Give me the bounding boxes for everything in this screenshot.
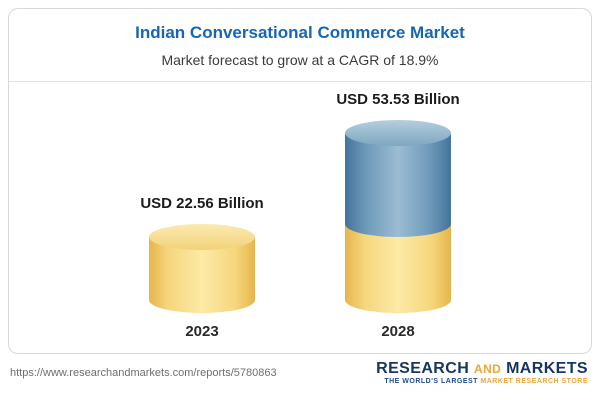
year-label-2023: 2023 bbox=[185, 323, 219, 340]
footer: https://www.researchandmarkets.com/repor… bbox=[0, 360, 600, 386]
divider bbox=[9, 81, 591, 82]
cylinder-top-face bbox=[345, 120, 451, 147]
bar-group-2023: USD 22.56 Billion 2023 bbox=[127, 195, 277, 340]
cylinder-top-face bbox=[149, 224, 255, 251]
cylinder-2023 bbox=[149, 224, 255, 313]
logo-word-markets: MARKETS bbox=[506, 360, 588, 377]
logo-word-and: AND bbox=[474, 362, 502, 376]
year-label-2028: 2028 bbox=[381, 323, 415, 340]
report-url: https://www.researchandmarkets.com/repor… bbox=[10, 367, 277, 380]
cylinder-2028-bottom-segment bbox=[345, 223, 451, 313]
chart-card: Indian Conversational Commerce Market Ma… bbox=[8, 8, 592, 354]
chart-title: Indian Conversational Commerce Market bbox=[135, 23, 465, 42]
logo-text: RESEARCH AND MARKETS bbox=[376, 360, 588, 378]
logo-tagline: THE WORLD'S LARGEST MARKET RESEARCH STOR… bbox=[384, 378, 588, 386]
chart-subtitle: Market forecast to grow at a CAGR of 18.… bbox=[161, 52, 439, 68]
value-label-2028: USD 53.53 Billion bbox=[336, 91, 460, 109]
brand-logo: RESEARCH AND MARKETS THE WORLD'S LARGEST… bbox=[376, 360, 588, 386]
cylinder-2028-top-segment bbox=[345, 120, 451, 238]
bar-group-2028: USD 53.53 Billion 2028 bbox=[323, 91, 473, 340]
value-label-2023: USD 22.56 Billion bbox=[140, 195, 264, 213]
logo-word-research: RESEARCH bbox=[376, 360, 470, 377]
stacked-cylinder-2028 bbox=[345, 120, 451, 313]
plot-area: USD 22.56 Billion 2023 USD 53.53 Billion… bbox=[9, 88, 591, 340]
